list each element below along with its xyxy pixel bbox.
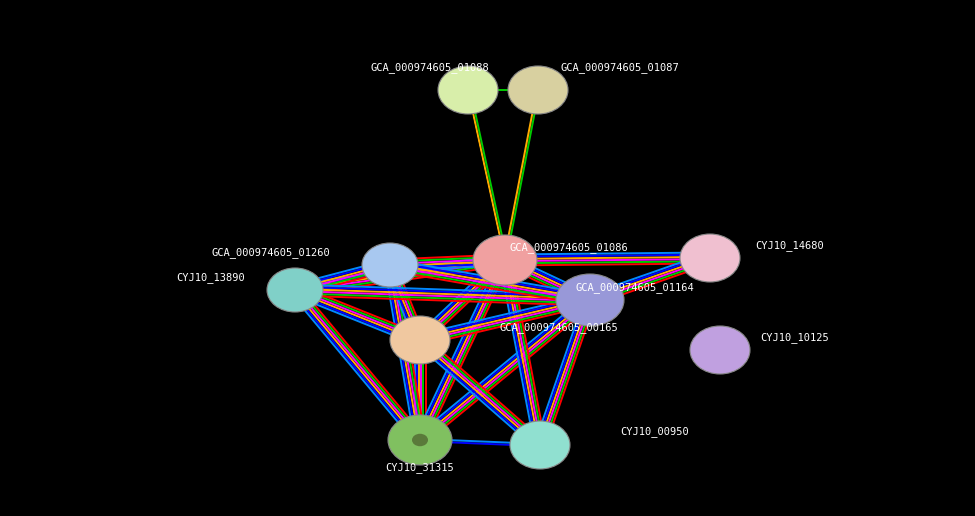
Ellipse shape: [508, 66, 568, 114]
Text: GCA_000974605_01164: GCA_000974605_01164: [575, 283, 694, 294]
Ellipse shape: [267, 268, 323, 312]
Text: CYJ10_13890: CYJ10_13890: [176, 272, 245, 283]
Text: CYJ10_31315: CYJ10_31315: [386, 462, 454, 474]
Text: CYJ10_14680: CYJ10_14680: [755, 240, 824, 251]
Text: GCA_000974605_01088: GCA_000974605_01088: [370, 62, 489, 73]
Text: GCA_000974605_01087: GCA_000974605_01087: [561, 62, 680, 73]
Text: CYJ10_00950: CYJ10_00950: [620, 427, 688, 438]
Text: GCA_000974605_01086: GCA_000974605_01086: [510, 243, 629, 253]
Ellipse shape: [680, 234, 740, 282]
Ellipse shape: [556, 274, 624, 326]
Ellipse shape: [388, 415, 452, 465]
Text: GCA_000974605_01260: GCA_000974605_01260: [212, 248, 330, 259]
Text: GCA_000974605_00165: GCA_000974605_00165: [500, 322, 619, 333]
Ellipse shape: [473, 235, 537, 285]
Text: CYJ10_10125: CYJ10_10125: [760, 332, 829, 344]
Ellipse shape: [510, 421, 570, 469]
Ellipse shape: [390, 316, 450, 364]
Ellipse shape: [362, 243, 418, 287]
Ellipse shape: [438, 66, 498, 114]
Ellipse shape: [690, 326, 750, 374]
Ellipse shape: [412, 434, 428, 446]
